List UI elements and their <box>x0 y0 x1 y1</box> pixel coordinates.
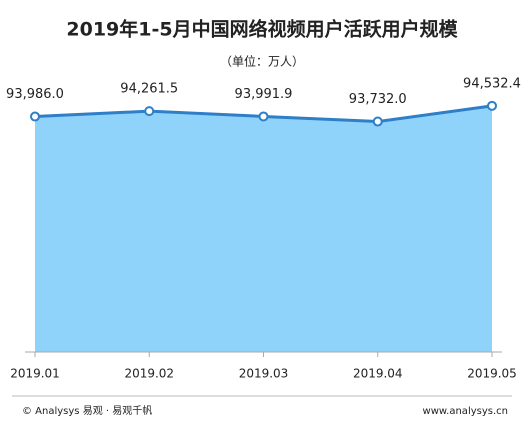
x-tick-label: 2019.05 <box>467 367 517 381</box>
marker <box>372 116 383 127</box>
footer-left: © Analysys 易观 · 易观千帆 <box>22 404 152 417</box>
value-label: 93,732.0 <box>349 92 407 107</box>
x-tick-label: 2019.04 <box>353 367 403 381</box>
value-label: 93,991.9 <box>235 87 293 102</box>
chart-title: 2019年1-5月中国网络视频用户活跃用户规模 <box>66 18 458 41</box>
value-label: 94,261.5 <box>120 82 178 97</box>
chart-subtitle: （单位：万人） <box>220 54 304 69</box>
value-label: 93,986.0 <box>6 87 64 102</box>
marker <box>487 100 497 111</box>
x-tick-label: 2019.02 <box>124 367 174 381</box>
footer-right: www.analysys.cn <box>423 406 508 417</box>
area <box>35 105 492 353</box>
value-label: 94,532.4 <box>463 76 521 91</box>
x-tick-label: 2019.03 <box>239 367 289 381</box>
marker <box>30 111 40 122</box>
marker <box>144 106 155 117</box>
marker <box>258 111 269 122</box>
x-tick-label: 2019.01 <box>10 367 60 381</box>
